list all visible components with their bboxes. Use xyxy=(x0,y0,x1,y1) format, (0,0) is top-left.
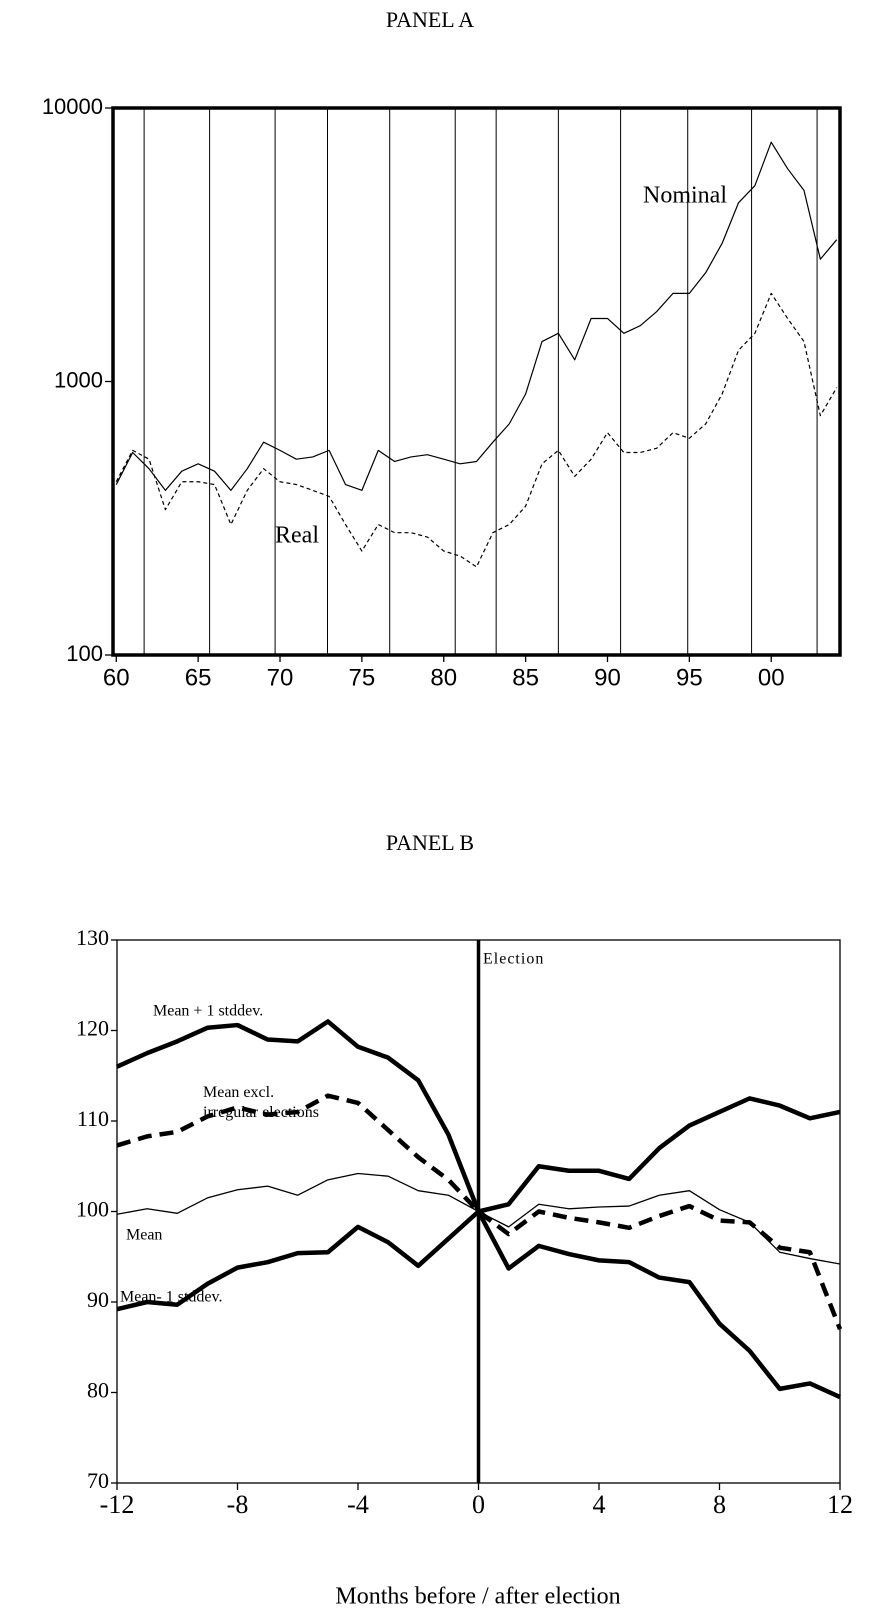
series-label: Mean- 1 stddev. xyxy=(120,1289,223,1306)
x-tick-label: 90 xyxy=(594,664,621,691)
series-label: Real xyxy=(275,523,319,549)
x-tick-label: 80 xyxy=(430,664,457,691)
x-tick-label: 8 xyxy=(713,1490,726,1519)
y-tick-label: 110 xyxy=(77,1106,109,1131)
x-tick-label: 0 xyxy=(472,1490,485,1519)
x-tick-label: -12 xyxy=(100,1490,135,1519)
x-tick-label: 75 xyxy=(349,664,376,691)
x-tick-label: 85 xyxy=(512,664,539,691)
x-tick-label: -8 xyxy=(227,1490,249,1519)
plot-frame xyxy=(111,106,842,657)
y-tick-label: 1000 xyxy=(54,367,103,392)
panel-a-title: PANEL A xyxy=(386,7,474,32)
x-tick-label: 00 xyxy=(758,664,785,691)
y-tick-label: 120 xyxy=(76,1016,109,1041)
x-tick-label: 4 xyxy=(593,1490,606,1519)
x-tick-label: 12 xyxy=(827,1490,853,1519)
series-label: Nominal xyxy=(643,183,727,209)
series-label-text: Mean excl. irregular elections xyxy=(203,1084,319,1121)
x-tick-label: -4 xyxy=(347,1490,369,1519)
series-line xyxy=(115,141,838,491)
panel-b-title: PANEL B xyxy=(386,830,474,855)
series-label: Mean xyxy=(126,1227,162,1244)
y-tick-label: 80 xyxy=(87,1378,109,1403)
series-label: Mean excl. irregular elections xyxy=(203,1084,319,1121)
x-tick-label: 60 xyxy=(103,664,130,691)
y-tick-label: 100 xyxy=(66,641,103,666)
x-tick-label: 65 xyxy=(185,664,212,691)
y-tick-label: 130 xyxy=(76,925,109,950)
y-tick-label: 100 xyxy=(76,1197,109,1222)
x-tick-label: 70 xyxy=(267,664,294,691)
series-line xyxy=(115,292,838,568)
y-tick-label: 90 xyxy=(87,1287,109,1312)
annotation: Election xyxy=(483,951,544,968)
series-line xyxy=(116,1209,841,1400)
y-tick-label: 70 xyxy=(87,1468,109,1493)
series-label: Mean + 1 stddev. xyxy=(153,1003,263,1020)
x-tick-label: 95 xyxy=(676,664,703,691)
y-tick-label: 10000 xyxy=(42,94,103,119)
x-axis-label: Months before / after election xyxy=(335,1584,620,1610)
